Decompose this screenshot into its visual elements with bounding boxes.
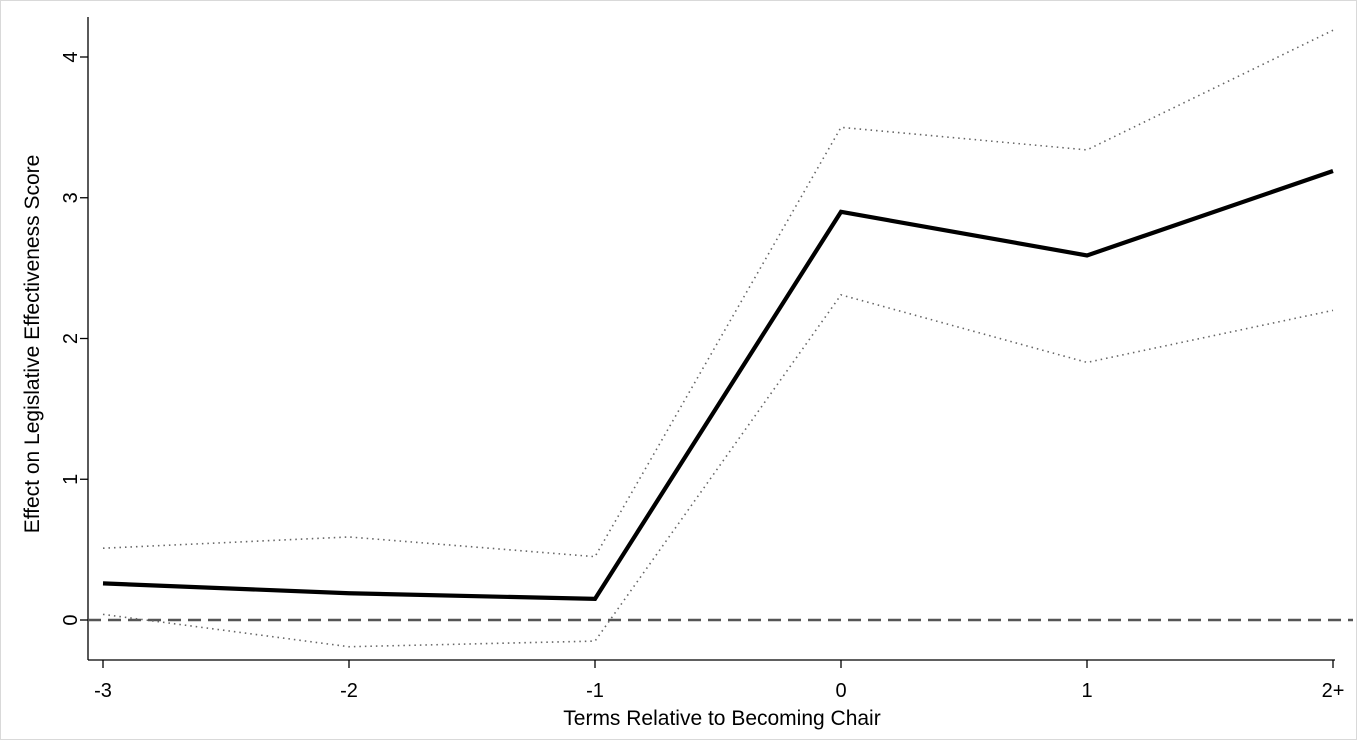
y-tick-label: 0 (60, 614, 82, 625)
axes (87, 17, 1335, 661)
x-tick-label: 1 (1081, 680, 1092, 702)
y-tick-label: 3 (60, 192, 82, 203)
x-axis-title: Terms Relative to Becoming Chair (563, 707, 880, 730)
y-tick-label: 2 (60, 333, 82, 344)
series-layer (102, 29, 1334, 648)
series-line-lower-bound (102, 293, 1334, 648)
x-tick-label: -1 (586, 680, 604, 702)
x-tick-label: 0 (835, 680, 846, 702)
x-tick-label: 2+ (1322, 680, 1345, 702)
y-tick-label: 4 (60, 51, 82, 62)
series-line-estimate (102, 169, 1334, 602)
series-line-upper-bound (102, 29, 1334, 558)
x-tick-label: -2 (340, 680, 358, 702)
y-axis-title: Effect on Legislative Effectiveness Scor… (21, 155, 44, 534)
x-tick-label: -3 (94, 680, 112, 702)
y-tick-label: 1 (60, 474, 82, 485)
tick-layer: 0 1 2 3 4 -3 -2 -1 0 1 2+ (60, 51, 1344, 702)
